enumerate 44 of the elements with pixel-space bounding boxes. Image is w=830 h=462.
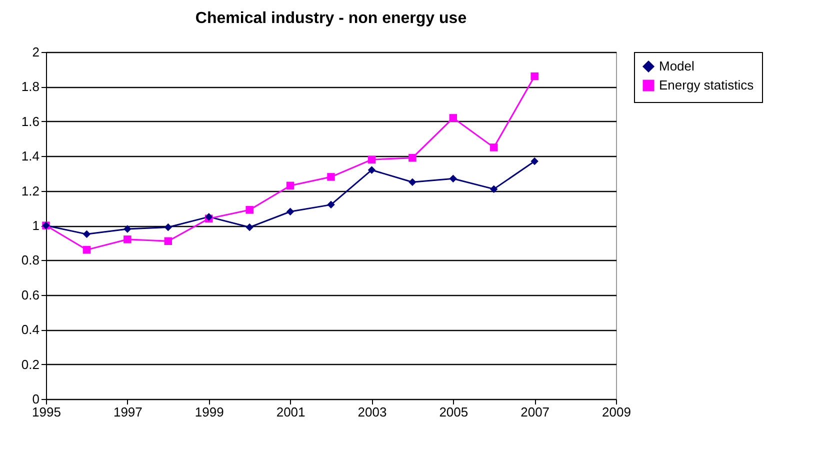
- point: [327, 200, 335, 209]
- point: [82, 230, 91, 238]
- y-tick-label: 2: [32, 44, 40, 60]
- y-tick-label: 1.6: [21, 114, 40, 129]
- point: [82, 246, 91, 254]
- point: [449, 114, 458, 122]
- point: [164, 237, 172, 245]
- point: [124, 236, 132, 244]
- x-tick-label: 2001: [276, 404, 306, 420]
- point: [164, 223, 172, 232]
- point: [286, 182, 294, 190]
- point: [449, 174, 458, 183]
- point: [286, 208, 294, 216]
- point: [124, 225, 132, 233]
- legend-label: Energy statistics: [659, 78, 754, 92]
- point: [408, 154, 416, 162]
- x-tick-label: 2005: [439, 404, 468, 420]
- y-tick-label: 0.6: [21, 287, 40, 302]
- y-tick-label: 1: [32, 218, 40, 233]
- x-tick-label: 2007: [520, 404, 550, 420]
- y-tick-label: 1.2: [21, 183, 40, 198]
- x-tick-label: 2009: [602, 404, 631, 420]
- y-tick-label: 0.2: [21, 356, 40, 372]
- point: [246, 206, 254, 214]
- y-tick-label: 0.8: [21, 252, 40, 268]
- chart-title: Chemical industry - non energy use: [195, 10, 467, 27]
- point: [327, 173, 335, 181]
- y-tick-label: 1.4: [21, 148, 40, 164]
- point: [368, 166, 376, 174]
- point: [530, 72, 538, 80]
- y-tick-label: 0.4: [21, 322, 40, 338]
- point: [368, 156, 376, 164]
- y-tick-label: 1.8: [21, 79, 40, 94]
- point: [530, 157, 538, 166]
- x-tick-label: 1995: [32, 404, 61, 420]
- point: [490, 144, 498, 152]
- point: [246, 223, 254, 232]
- y-tick-label: 0: [32, 392, 40, 406]
- legend-label: Model: [659, 58, 695, 74]
- point: [408, 178, 416, 186]
- x-tick-label: 1999: [194, 404, 224, 420]
- x-tick-label: 1997: [113, 404, 142, 420]
- point: [490, 185, 498, 193]
- x-tick-label: 2003: [358, 404, 387, 420]
